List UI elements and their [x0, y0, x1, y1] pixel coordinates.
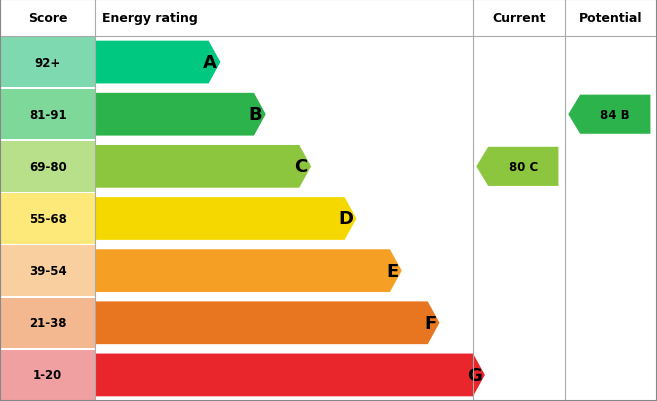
- Text: D: D: [338, 210, 353, 228]
- Polygon shape: [95, 354, 485, 396]
- Text: Potential: Potential: [579, 12, 643, 25]
- Text: 84 B: 84 B: [600, 108, 630, 122]
- Polygon shape: [95, 146, 311, 188]
- Text: 92+: 92+: [35, 57, 60, 69]
- Bar: [0, 350, 95, 400]
- Bar: [0, 298, 95, 348]
- Polygon shape: [95, 302, 440, 344]
- Polygon shape: [95, 42, 221, 84]
- Bar: [0, 142, 95, 192]
- Text: 55-68: 55-68: [29, 213, 66, 225]
- Text: 69-80: 69-80: [29, 160, 66, 173]
- Text: E: E: [386, 262, 398, 280]
- Bar: [0, 246, 95, 296]
- Text: F: F: [424, 314, 436, 332]
- Text: G: G: [466, 366, 482, 384]
- Text: Energy rating: Energy rating: [102, 12, 198, 25]
- Polygon shape: [568, 95, 650, 134]
- Text: B: B: [249, 106, 262, 124]
- Text: 1-20: 1-20: [33, 369, 62, 381]
- Text: C: C: [294, 158, 307, 176]
- Bar: [0, 90, 95, 140]
- Bar: [0, 38, 95, 88]
- Text: Current: Current: [492, 12, 546, 25]
- Polygon shape: [476, 148, 558, 186]
- Polygon shape: [95, 198, 356, 240]
- Polygon shape: [95, 93, 265, 136]
- Text: Score: Score: [28, 12, 68, 25]
- Text: A: A: [203, 54, 217, 72]
- Text: 39-54: 39-54: [29, 265, 66, 277]
- Text: 81-91: 81-91: [29, 108, 66, 122]
- Bar: [0, 194, 95, 244]
- Text: 80 C: 80 C: [509, 160, 538, 173]
- Text: 21-38: 21-38: [29, 316, 66, 330]
- Polygon shape: [95, 250, 401, 292]
